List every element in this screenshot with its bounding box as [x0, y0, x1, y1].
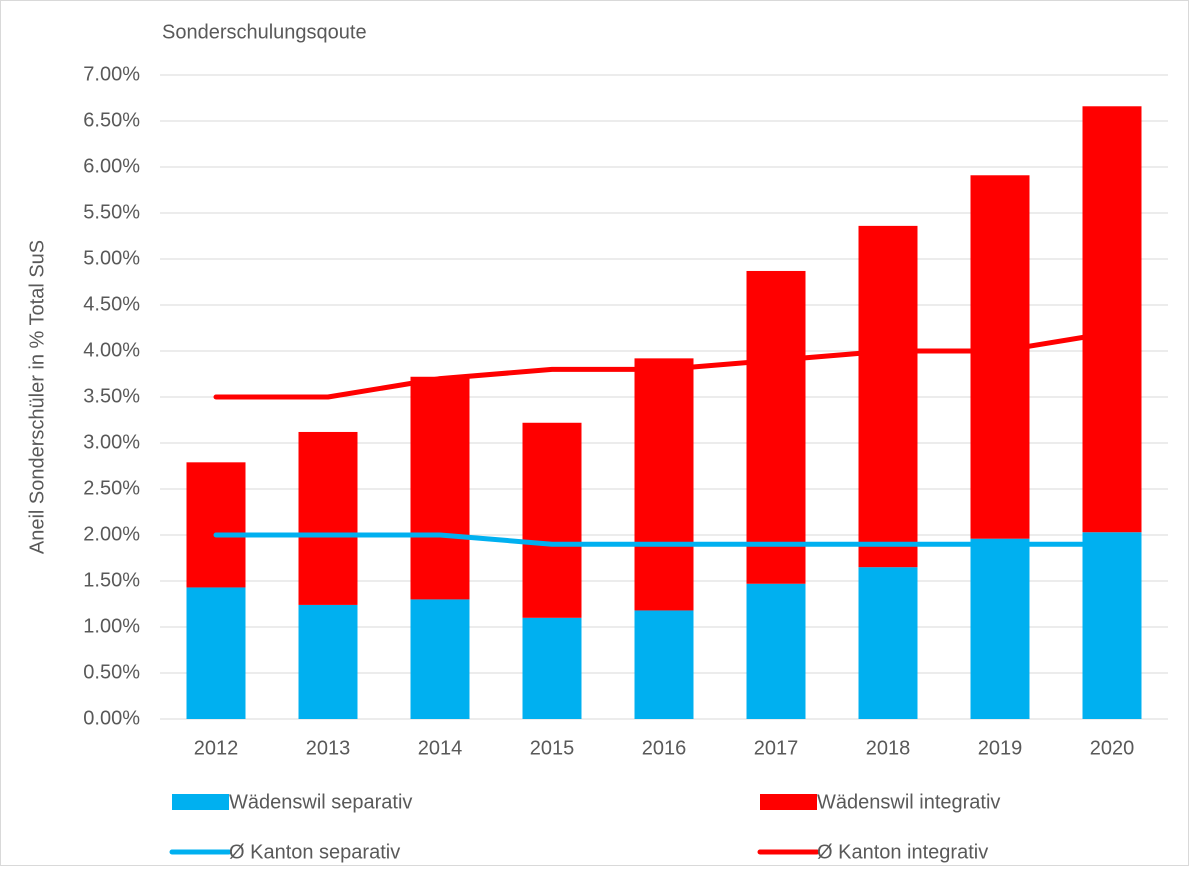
y-tick-label: 2.00% [83, 523, 140, 545]
legend-label: Wädenswil separativ [229, 791, 412, 813]
y-tick-label: 4.00% [83, 339, 140, 361]
y-tick-label: 2.50% [83, 477, 140, 499]
bar [746, 270, 806, 584]
x-tick-label: 2017 [754, 737, 799, 759]
legend-label: Ø Kanton separativ [229, 841, 400, 863]
legend-swatch [172, 794, 229, 810]
y-tick-label: 1.50% [83, 569, 140, 591]
bar [410, 376, 470, 600]
legend-swatch [760, 794, 817, 810]
x-tick-label: 2016 [642, 737, 687, 759]
y-tick-label: 6.00% [83, 155, 140, 177]
y-tick-label: 7.00% [83, 63, 140, 85]
x-tick-label: 2020 [1090, 737, 1135, 759]
x-tick-label: 2013 [306, 737, 351, 759]
y-tick-label: 4.50% [83, 293, 140, 315]
bar [970, 175, 1030, 539]
bar [1082, 106, 1142, 533]
x-tick-label: 2014 [418, 737, 463, 759]
bar [522, 617, 582, 719]
y-tick-label: 3.00% [83, 431, 140, 453]
bar [858, 567, 918, 719]
line-series [213, 532, 1115, 547]
y-tick-label: 0.00% [83, 707, 140, 729]
legend-label: Wädenswil integrativ [817, 791, 1000, 813]
bar [522, 422, 582, 618]
y-tick-label: 5.50% [83, 201, 140, 223]
line-series [213, 330, 1115, 400]
y-tick-label: 6.50% [83, 109, 140, 131]
x-tick-label: 2019 [978, 737, 1023, 759]
bar [746, 583, 806, 719]
legend-label: Ø Kanton integrativ [817, 841, 988, 863]
x-tick-label: 2018 [866, 737, 911, 759]
bar [186, 462, 246, 588]
bar [634, 610, 694, 719]
bar [634, 358, 694, 611]
bar [858, 225, 918, 568]
bar [1082, 532, 1142, 719]
chart-title: Sonderschulungsqoute [162, 21, 367, 43]
y-axis-label: Aneil Sonderschüler in % Total SuS [26, 240, 48, 554]
x-tick-label: 2012 [194, 737, 239, 759]
x-tick-label: 2015 [530, 737, 575, 759]
bar [298, 604, 358, 719]
y-tick-label: 3.50% [83, 385, 140, 407]
bar [970, 538, 1030, 719]
bar [298, 431, 358, 605]
y-tick-label: 1.00% [83, 615, 140, 637]
bar [410, 599, 470, 719]
y-tick-label: 0.50% [83, 661, 140, 683]
bar [186, 587, 246, 719]
y-tick-label: 5.00% [83, 247, 140, 269]
